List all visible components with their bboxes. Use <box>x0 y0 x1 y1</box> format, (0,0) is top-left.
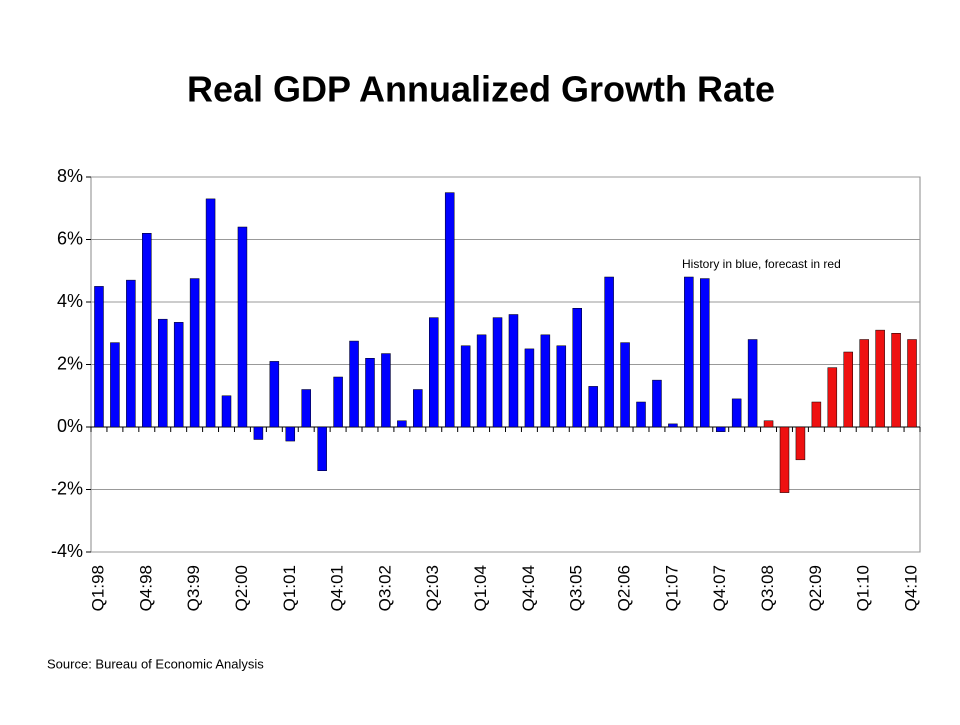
y-tick-label: 4% <box>57 291 83 311</box>
bar <box>540 334 551 428</box>
source-note: Source: Bureau of Economic Analysis <box>47 656 264 671</box>
bar <box>253 426 264 440</box>
chart-title: Real GDP Annualized Growth Rate <box>187 69 775 110</box>
bar <box>700 278 710 428</box>
bar <box>731 398 742 428</box>
bar <box>811 401 822 428</box>
bar <box>572 308 582 428</box>
bar <box>142 233 152 428</box>
bar <box>237 226 248 428</box>
y-tick-label: 6% <box>57 228 83 248</box>
bar <box>795 426 806 461</box>
y-tick-label: 2% <box>57 353 83 373</box>
bar <box>636 401 646 428</box>
bar <box>588 386 598 428</box>
bar <box>859 339 869 428</box>
bar <box>205 198 216 428</box>
bar <box>365 358 375 428</box>
bar <box>189 278 200 428</box>
bar <box>444 192 455 428</box>
bar <box>843 351 854 428</box>
bar <box>779 426 790 493</box>
x-tick-label: Q1:10 <box>854 565 873 611</box>
bar <box>381 353 391 428</box>
bar <box>110 342 120 428</box>
x-tick-label: Q3:02 <box>375 565 394 611</box>
x-tick-label: Q4:01 <box>328 565 347 611</box>
x-tick-label: Q2:06 <box>615 565 634 611</box>
x-tick-label: Q2:00 <box>232 565 251 611</box>
bar <box>349 340 359 428</box>
x-tick-label: Q1:98 <box>88 565 107 611</box>
x-tick-label: Q1:01 <box>280 565 299 611</box>
bar <box>508 314 519 428</box>
x-tick-label: Q4:07 <box>710 565 729 611</box>
bar <box>317 426 327 471</box>
bar <box>524 348 535 428</box>
x-tick-label: Q3:99 <box>184 565 203 611</box>
bar <box>492 317 503 428</box>
annotation: History in blue, forecast in red <box>682 257 841 271</box>
x-tick-label: Q3:05 <box>567 565 586 611</box>
bar <box>891 333 901 428</box>
x-tick-label: Q2:09 <box>806 565 825 611</box>
bar <box>333 376 343 428</box>
x-tick-label: Q3:08 <box>758 565 777 611</box>
bar <box>94 286 104 428</box>
bar <box>476 334 487 428</box>
y-tick-label: 0% <box>57 416 83 436</box>
bar <box>652 379 662 428</box>
bar <box>556 345 567 428</box>
bar <box>460 345 471 428</box>
bar <box>684 276 694 428</box>
x-tick-label: Q4:04 <box>519 565 538 611</box>
bar <box>620 342 630 428</box>
bar <box>285 426 296 442</box>
bar <box>221 395 232 428</box>
bar <box>747 339 758 428</box>
bar <box>173 322 184 428</box>
bar <box>397 420 407 428</box>
x-tick-label: Q2:03 <box>423 565 442 611</box>
bar <box>604 276 614 428</box>
bar <box>763 420 774 428</box>
bar <box>827 367 838 428</box>
bar <box>413 389 423 428</box>
x-tick-label: Q1:07 <box>662 565 681 611</box>
bar <box>429 317 439 428</box>
bar <box>301 389 311 428</box>
bar <box>715 426 726 432</box>
bar <box>126 279 136 428</box>
x-tick-label: Q4:98 <box>136 565 155 611</box>
bar <box>668 423 678 428</box>
bar <box>269 361 280 428</box>
x-tick-label: Q1:04 <box>471 565 490 611</box>
y-tick-label: -2% <box>51 478 83 498</box>
y-tick-label: 8% <box>57 166 83 186</box>
bar <box>875 329 885 428</box>
bar <box>907 339 917 428</box>
x-tick-label: Q4:10 <box>902 565 921 611</box>
y-tick-label: -4% <box>51 541 83 561</box>
bar <box>157 318 168 428</box>
